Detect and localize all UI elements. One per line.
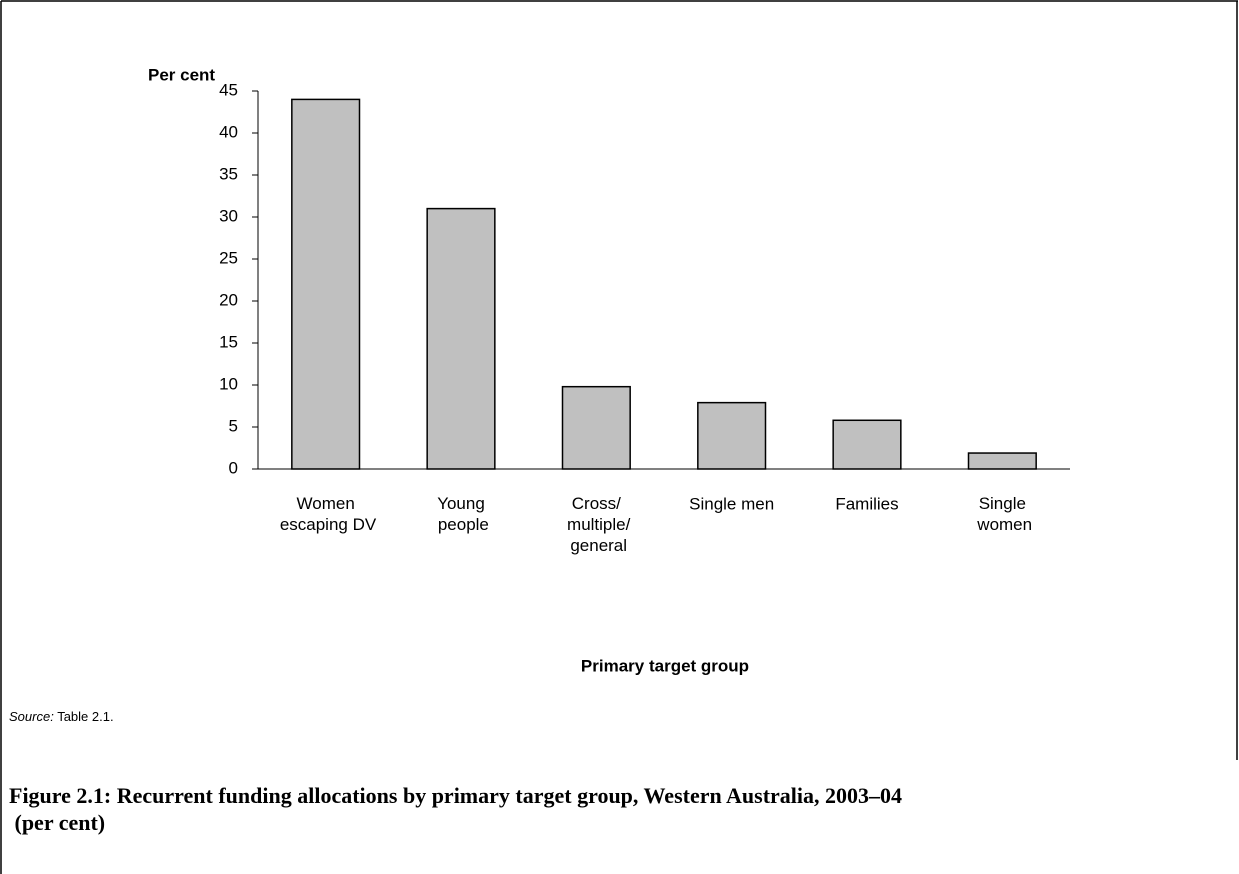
y-tick-label: 10 (219, 374, 238, 393)
bar (967, 452, 1037, 470)
y-tick-label: 30 (219, 206, 238, 225)
y-tick-label: 25 (219, 248, 238, 267)
y-tick-label: 20 (219, 290, 238, 309)
x-tick-label: Cross/ multiple/ general (562, 494, 630, 555)
source-note: Source: Table 2.1. (9, 709, 114, 724)
y-tick-label: 15 (219, 332, 238, 351)
x-tick-label: Women escaping DV (275, 494, 377, 534)
bar (697, 401, 767, 470)
source-text: Table 2.1. (57, 709, 113, 724)
y-axis-label: Per cent (148, 65, 215, 84)
source-label: Source: (9, 709, 54, 724)
x-tick-label: Young people (433, 494, 489, 534)
x-tick-label: Single women (973, 494, 1033, 534)
bar (426, 207, 496, 470)
y-tick-label: 45 (219, 80, 238, 99)
y-tick-label: 0 (229, 458, 238, 477)
bar (291, 98, 361, 470)
x-tick-label: Families (835, 494, 898, 513)
x-tick-label: Single men (689, 494, 774, 513)
y-tick-label: 35 (219, 164, 238, 183)
bar (832, 419, 902, 470)
y-tick-label: 40 (219, 122, 238, 141)
chart-title: Figure 2.1: Recurrent funding allocation… (9, 783, 902, 835)
x-axis-label: Primary target group (581, 656, 749, 675)
bar (561, 385, 631, 470)
y-tick-label: 5 (229, 416, 238, 435)
